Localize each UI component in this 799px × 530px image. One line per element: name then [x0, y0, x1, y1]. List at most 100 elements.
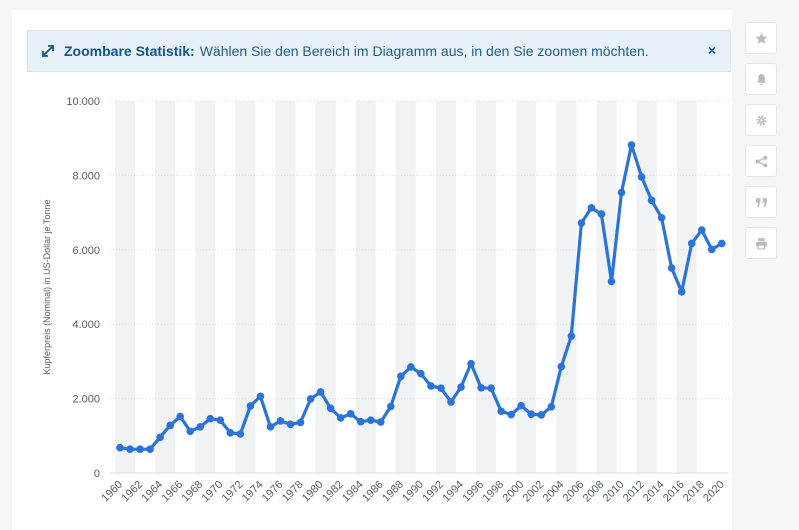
data-point[interactable]: [326, 404, 335, 413]
data-point[interactable]: [517, 401, 525, 410]
data-point[interactable]: [346, 410, 355, 418]
gear-icon: [755, 114, 767, 126]
data-point[interactable]: [387, 402, 395, 411]
data-point[interactable]: [687, 239, 696, 248]
data-point[interactable]: [457, 383, 465, 391]
data-point[interactable]: [627, 141, 636, 149]
data-point[interactable]: [467, 359, 475, 368]
data-point[interactable]: [266, 423, 275, 431]
cite-button[interactable]: [745, 186, 777, 218]
bell-icon: [756, 73, 766, 85]
data-point[interactable]: [497, 407, 505, 416]
y-axis-label: Kupferpreis (Nominal) in US-Dollar je To…: [42, 200, 52, 375]
data-point[interactable]: [547, 402, 556, 411]
data-point[interactable]: [246, 402, 255, 410]
data-point[interactable]: [557, 362, 566, 371]
data-point[interactable]: [356, 417, 365, 426]
data-point[interactable]: [256, 392, 265, 401]
data-point[interactable]: [607, 277, 616, 286]
x-tick-label: 1998: [480, 479, 506, 505]
data-point[interactable]: [677, 288, 686, 296]
background-band: [155, 101, 176, 473]
data-point[interactable]: [366, 416, 375, 424]
data-point[interactable]: [376, 418, 385, 426]
background-band: [516, 101, 537, 473]
y-tick-label: 10.000: [66, 96, 100, 108]
data-point[interactable]: [577, 219, 586, 227]
x-tick-label: 2000: [501, 479, 527, 505]
data-point[interactable]: [397, 372, 405, 381]
print-button[interactable]: [745, 227, 777, 259]
favorite-button[interactable]: [745, 22, 777, 54]
data-point[interactable]: [126, 445, 134, 453]
data-point[interactable]: [176, 412, 184, 421]
banner-message: Wählen Sie den Bereich im Diagramm aus, …: [199, 43, 649, 59]
x-tick-label: 2020: [701, 479, 727, 505]
data-point[interactable]: [718, 239, 726, 248]
data-point[interactable]: [276, 417, 285, 425]
data-point[interactable]: [316, 388, 325, 396]
data-point[interactable]: [657, 214, 666, 222]
background-band: [235, 101, 256, 473]
share-button[interactable]: [745, 145, 777, 177]
background-bands: [114, 101, 697, 473]
data-point[interactable]: [697, 226, 706, 234]
data-point[interactable]: [146, 445, 154, 453]
share-icon: [755, 155, 767, 167]
data-point[interactable]: [156, 433, 164, 442]
data-point[interactable]: [236, 430, 245, 438]
data-point[interactable]: [136, 445, 144, 453]
y-axis-ticks: 0 2.000 4.000 6.000 8.000 10.000: [66, 96, 100, 480]
data-point[interactable]: [116, 443, 124, 452]
x-tick-label: 1966: [160, 479, 186, 505]
x-tick-label: 1992: [420, 479, 446, 505]
data-point[interactable]: [417, 369, 425, 378]
x-tick-label: 1978: [280, 479, 306, 505]
print-icon: [755, 237, 767, 249]
x-tick-label: 2006: [561, 479, 587, 505]
data-point[interactable]: [617, 188, 626, 197]
data-point[interactable]: [477, 384, 485, 392]
data-point[interactable]: [707, 245, 716, 254]
data-point[interactable]: [597, 210, 606, 218]
data-point[interactable]: [196, 423, 205, 431]
settings-button[interactable]: [745, 104, 777, 136]
data-point[interactable]: [286, 420, 295, 429]
data-point[interactable]: [647, 196, 656, 205]
data-point[interactable]: [637, 173, 646, 181]
x-tick-label: 2018: [681, 479, 707, 505]
x-tick-label: 2008: [581, 479, 607, 505]
data-point[interactable]: [206, 414, 215, 423]
x-tick-label: 1988: [380, 479, 406, 505]
data-point[interactable]: [407, 363, 415, 371]
data-point[interactable]: [437, 384, 445, 392]
data-point[interactable]: [186, 427, 195, 436]
data-point[interactable]: [507, 410, 515, 419]
data-point[interactable]: [487, 384, 495, 392]
data-point[interactable]: [537, 411, 546, 419]
background-band: [435, 101, 457, 473]
data-point[interactable]: [166, 421, 174, 430]
data-point[interactable]: [306, 395, 315, 403]
x-tick-label: 2002: [521, 479, 547, 505]
close-icon[interactable]: ×: [707, 42, 716, 58]
data-point[interactable]: [587, 203, 596, 212]
data-point[interactable]: [447, 398, 455, 406]
data-point[interactable]: [296, 418, 305, 427]
data-point[interactable]: [527, 410, 536, 419]
background-band: [636, 101, 657, 473]
data-point[interactable]: [567, 332, 576, 340]
x-tick-label: 1994: [440, 479, 466, 505]
data-point[interactable]: [427, 382, 435, 390]
notification-button[interactable]: [745, 63, 777, 95]
background-band: [275, 101, 296, 473]
data-point[interactable]: [216, 416, 225, 424]
background-band: [596, 101, 617, 473]
data-point[interactable]: [667, 264, 676, 272]
line-chart[interactable]: 0 2.000 4.000 6.000 8.000 10.000 196019621964…: [0, 0, 740, 525]
data-point[interactable]: [336, 414, 345, 422]
expand-icon: [40, 43, 56, 59]
banner-title: Zoombare Statistik:: [64, 43, 195, 59]
x-tick-label: 1976: [260, 479, 286, 505]
data-point[interactable]: [226, 429, 235, 437]
